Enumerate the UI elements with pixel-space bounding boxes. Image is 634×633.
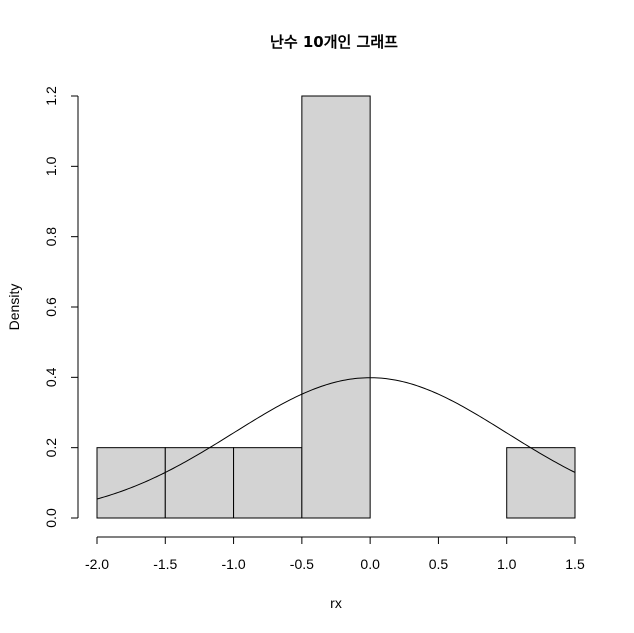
x-axis-label: rx xyxy=(330,595,342,611)
x-tick-label-5: 0.5 xyxy=(429,556,449,572)
density-curve-group xyxy=(96,377,576,500)
x-tick-label-6: 1.0 xyxy=(497,556,517,572)
histogram-bar-3 xyxy=(301,95,371,519)
histogram-bars xyxy=(96,95,576,519)
y-tick-label-5: 1.0 xyxy=(43,156,59,176)
x-tick-label-7: 1.5 xyxy=(565,556,585,572)
y-tick-label-1: 0.2 xyxy=(43,438,59,458)
x-tick-label-2: -1.0 xyxy=(222,556,246,572)
histogram-bar-0 xyxy=(96,447,166,519)
histogram-bar-1 xyxy=(164,447,235,519)
y-axis: 0.0 0.2 0.4 0.6 0.8 1.0 1.2 xyxy=(43,86,79,528)
y-tick-label-0: 0.0 xyxy=(43,508,59,528)
histogram-bar-2 xyxy=(233,447,303,519)
x-axis: -2.0 -1.5 -1.0 -0.5 0.0 0.5 1.0 1.5 xyxy=(85,536,585,572)
y-tick-label-2: 0.4 xyxy=(43,367,59,387)
y-tick-label-6: 1.2 xyxy=(43,86,59,106)
chart-title: 난수 10개인 그래프 xyxy=(270,33,398,51)
normal-density-curve xyxy=(96,377,576,500)
x-tick-label-4: 0.0 xyxy=(360,556,380,572)
y-tick-label-4: 0.8 xyxy=(43,227,59,247)
x-tick-label-0: -2.0 xyxy=(85,556,109,572)
y-tick-label-3: 0.6 xyxy=(43,297,59,317)
y-axis-label: Density xyxy=(6,284,22,331)
x-tick-label-1: -1.5 xyxy=(153,556,177,572)
x-tick-label-3: -0.5 xyxy=(290,556,314,572)
histogram-bar-6 xyxy=(506,447,576,519)
